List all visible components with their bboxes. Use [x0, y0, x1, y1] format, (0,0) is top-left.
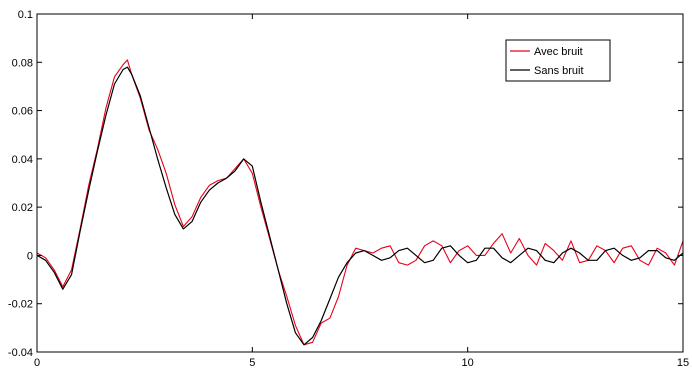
legend: Avec bruit Sans bruit	[505, 39, 611, 82]
x-tick-label: 5	[249, 357, 255, 369]
series-layer	[36, 59, 684, 346]
y-tick-label: 0.02	[12, 202, 33, 214]
y-tick-label: 0.04	[12, 154, 33, 166]
x-tick-label: 15	[677, 357, 689, 369]
series-line-sans-bruit	[36, 66, 684, 346]
plot-frame	[36, 13, 684, 353]
y-tick-label: 0.06	[12, 106, 33, 118]
y-tick-label: 0.1	[18, 9, 33, 21]
y-tick-label: 0	[27, 250, 33, 262]
ticks-layer: 0 5 10 15 -0.04 -0.02 0 0.02 0.04 0.06 0.08 0.1	[8, 9, 689, 369]
y-tick-label: -0.04	[8, 347, 33, 359]
y-tick-label: 0.08	[12, 57, 33, 69]
legend-label-avec-bruit: Avec bruit	[534, 46, 583, 58]
legend-label-sans-bruit: Sans bruit	[534, 65, 584, 77]
legend-box	[505, 39, 611, 82]
x-tick-label: 0	[34, 357, 40, 369]
y-tick-label: -0.02	[8, 299, 33, 311]
x-tick-label: 10	[462, 357, 474, 369]
